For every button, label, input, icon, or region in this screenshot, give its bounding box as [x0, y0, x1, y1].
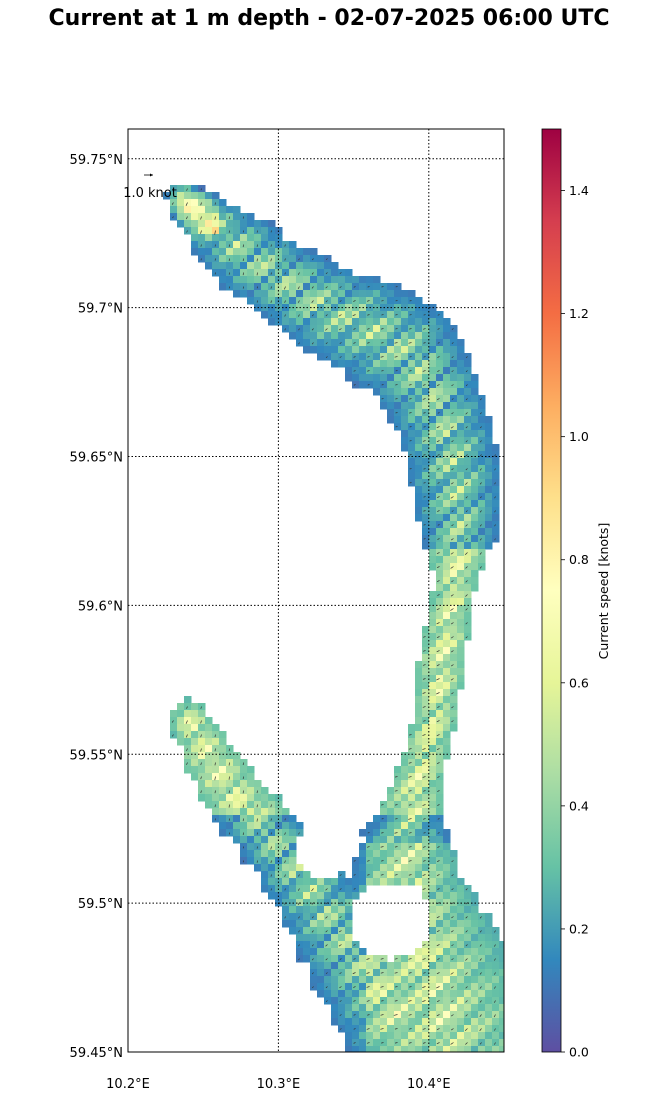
colorbar-tick-label: 0.8 [569, 552, 589, 567]
longitude-tick-labels: 10.2°E 10.3°E 10.4°E [106, 1077, 450, 1092]
map-frame [127, 128, 505, 1053]
colorbar-tick-label: 0.4 [569, 798, 589, 813]
lat-tick-label: 59.55°N [70, 748, 123, 763]
lat-tick-label: 59.6°N [78, 599, 123, 614]
reference-arrow-head-icon [150, 173, 153, 177]
colorbar-tick-label: 1.2 [569, 306, 589, 321]
lat-tick-label: 59.5°N [78, 897, 123, 912]
lat-tick-label: 59.65°N [70, 451, 123, 466]
colorbar-tick-label: 0.2 [569, 921, 589, 936]
lat-tick-label: 59.45°N [70, 1046, 123, 1061]
colorbar-tick-label: 0.6 [569, 675, 589, 690]
colorbar-label: Current speed [knots] [596, 523, 611, 660]
colorbar-tick-label: 1.0 [569, 429, 589, 444]
colorbar: 0.0 0.2 0.4 0.6 0.8 1.0 1.2 1.4 Current speed [… [541, 128, 611, 1060]
lon-tick-label: 10.4°E [407, 1077, 451, 1092]
colorbar-ticks: 0.0 0.2 0.4 0.6 0.8 1.0 1.2 1.4 [561, 183, 589, 1060]
lat-tick-label: 59.7°N [78, 302, 123, 317]
figure-title: Current at 1 m depth - 02-07-2025 06:00 … [48, 6, 610, 31]
colorbar-tick-label: 1.4 [569, 183, 589, 198]
lat-tick-label: 59.75°N [70, 153, 123, 168]
current-speed-field [163, 185, 504, 1052]
colorbar-bar [541, 128, 562, 1053]
colorbar-tick-label: 0.0 [569, 1045, 589, 1060]
current-vector-field [171, 188, 496, 1045]
reference-arrow: 1.0 knot [123, 173, 177, 201]
latitude-tick-labels: 59.75°N 59.7°N 59.65°N 59.6°N 59.55°N 59.5°N 5… [70, 153, 123, 1061]
lon-tick-label: 10.2°E [106, 1077, 150, 1092]
map-area [163, 185, 504, 1052]
reference-arrow-label: 1.0 knot [123, 186, 177, 201]
lon-tick-label: 10.3°E [257, 1077, 301, 1092]
